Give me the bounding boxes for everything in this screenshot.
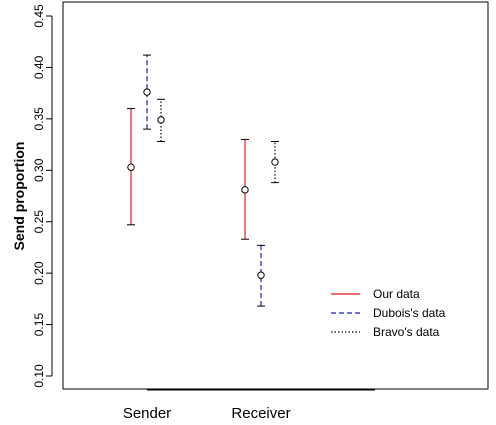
mean-point: [143, 88, 151, 96]
series-0: [127, 108, 249, 240]
mean-point: [127, 163, 135, 171]
legend-label: Bravo's data: [373, 325, 440, 339]
y-tick-label: 0.30: [32, 158, 46, 182]
x-tick-label: Sender: [123, 405, 171, 422]
y-tick-label: 0.10: [32, 364, 46, 388]
y-tick-label: 0.20: [32, 261, 46, 285]
y-tick-label: 0.25: [32, 210, 46, 234]
mean-point: [257, 271, 265, 279]
legend: Our data Dubois's data Bravo's data: [331, 287, 446, 339]
series-1: [143, 54, 265, 307]
y-tick-label: 0.35: [32, 107, 46, 131]
legend-label: Dubois's data: [373, 306, 446, 320]
mean-point: [271, 158, 279, 166]
y-tick-label: 0.40: [32, 55, 46, 79]
y-tick-label: 0.45: [32, 4, 46, 28]
x-tick-label: Receiver: [231, 405, 290, 422]
mean-point: [241, 186, 249, 194]
plot-frame: [62, 1, 489, 390]
y-axis: 0.10 0.15 0.20 0.25 0.30 0.35 0.40 0.45: [32, 4, 53, 388]
mean-point: [157, 116, 165, 124]
error-bars: [127, 54, 279, 307]
legend-label: Our data: [373, 287, 420, 301]
y-tick-label: 0.15: [32, 313, 46, 337]
series-2: [157, 98, 279, 184]
x-axis: Sender Receiver: [123, 389, 375, 422]
y-axis-title: Send proportion: [11, 142, 27, 251]
